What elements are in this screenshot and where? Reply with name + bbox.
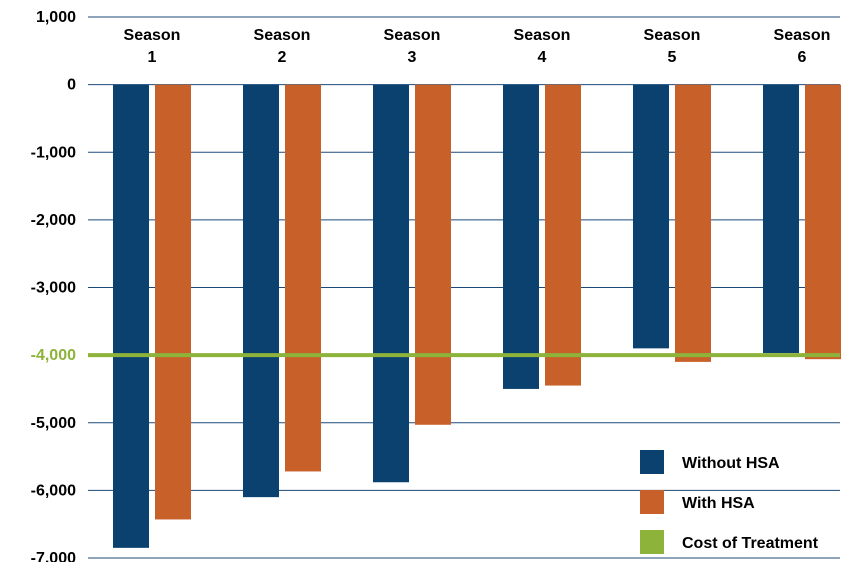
bar-with-hsa — [675, 84, 711, 362]
y-tick-label: -2,000 — [31, 212, 76, 229]
legend-swatch — [640, 530, 664, 554]
legend-label: Cost of Treatment — [682, 535, 819, 552]
y-tick-label: 0 — [67, 77, 76, 94]
bar-without-hsa — [113, 84, 149, 548]
bar-with-hsa — [805, 84, 841, 360]
category-label: Season 2 — [254, 27, 311, 66]
legend-label: Without HSA — [682, 455, 780, 472]
y-tick-label: -7,000 — [31, 550, 76, 562]
y-tick-label: -5,000 — [31, 415, 76, 432]
bar-without-hsa — [373, 84, 409, 483]
gridlines — [88, 16, 840, 559]
category-label: Season 1 — [124, 27, 181, 66]
legend-swatch — [640, 490, 664, 514]
y-tick-label: -4,000 — [31, 347, 76, 364]
y-tick-label: 1,000 — [36, 9, 76, 26]
y-tick-label: -1,000 — [31, 144, 76, 161]
category-labels: Season 1 Season 2 Season 3 Season 4 Season 5 Seaso… — [124, 27, 831, 66]
bar-without-hsa — [633, 84, 669, 349]
legend-label: With HSA — [682, 495, 755, 512]
bar-without-hsa — [763, 84, 799, 354]
bar-without-hsa — [503, 84, 539, 389]
y-tick-label: -6,000 — [31, 482, 76, 499]
legend-swatch — [640, 450, 664, 474]
bar-with-hsa — [415, 84, 451, 425]
y-tick-label: -3,000 — [31, 280, 76, 297]
category-label: Season 6 — [774, 27, 831, 66]
bar-with-hsa — [285, 84, 321, 472]
bar-without-hsa — [243, 84, 279, 498]
bar-with-hsa — [545, 84, 581, 386]
y-axis-ticks: 1,000 0 -1,000 -2,000 -3,000 -4,000 -5,000 -6,0… — [31, 9, 76, 562]
category-label: Season 4 — [514, 27, 571, 66]
bars — [113, 84, 841, 548]
bar-with-hsa — [155, 84, 191, 520]
category-label: Season 5 — [644, 27, 701, 66]
category-label: Season 3 — [384, 27, 441, 66]
legend: Without HSA With HSA Cost of Treatment — [640, 450, 819, 554]
